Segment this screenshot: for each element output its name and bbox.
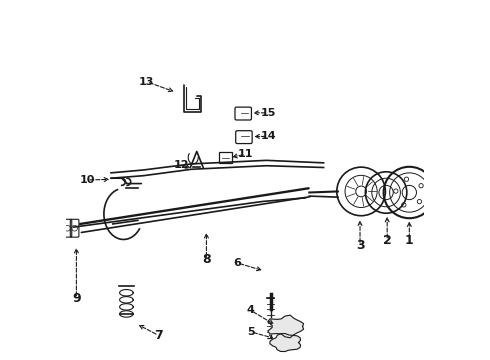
- Polygon shape: [268, 315, 304, 338]
- Text: 12: 12: [173, 159, 189, 170]
- Polygon shape: [270, 334, 300, 351]
- Text: 1: 1: [405, 234, 414, 247]
- Text: 11: 11: [238, 149, 253, 159]
- Bar: [219, 153, 232, 163]
- Text: 3: 3: [356, 239, 365, 252]
- Text: 2: 2: [383, 234, 392, 247]
- Text: 8: 8: [202, 253, 211, 266]
- Text: 5: 5: [247, 327, 254, 337]
- Text: 14: 14: [260, 131, 276, 141]
- Text: 15: 15: [261, 108, 276, 118]
- Text: 10: 10: [79, 175, 95, 185]
- Text: 9: 9: [72, 292, 81, 305]
- Text: 4: 4: [247, 305, 255, 315]
- Text: 13: 13: [139, 77, 154, 87]
- Text: 7: 7: [154, 329, 163, 342]
- Text: 6: 6: [233, 258, 241, 268]
